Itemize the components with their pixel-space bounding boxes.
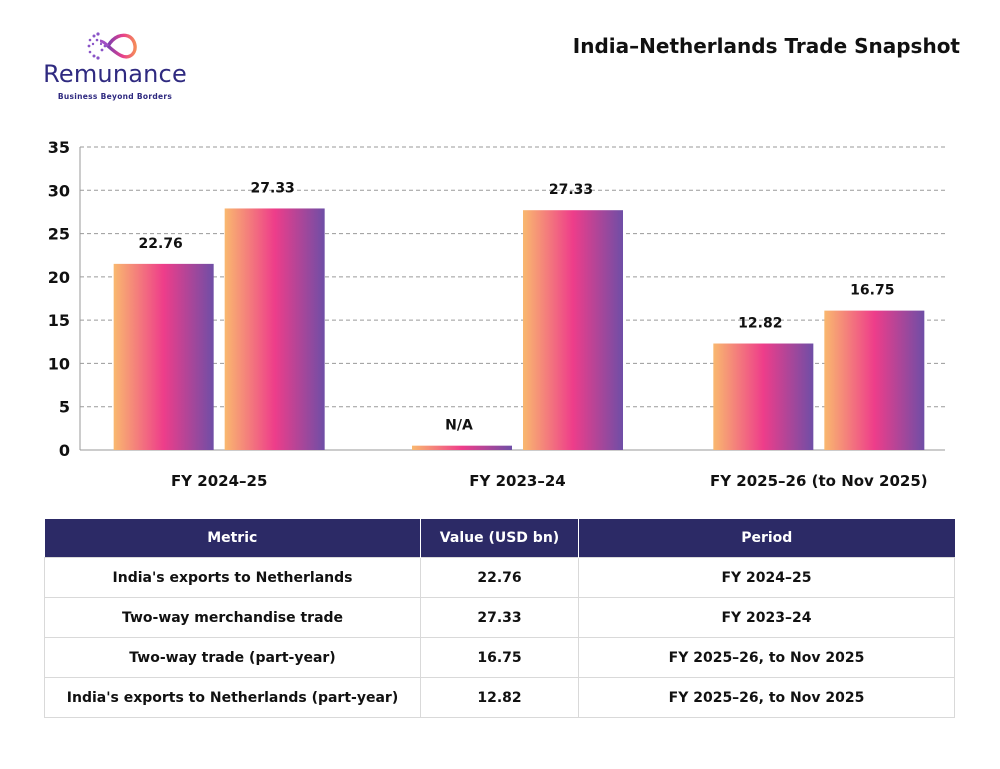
x-category-label: FY 2023–24	[469, 472, 565, 490]
table-header-row: Metric Value (USD bn) Period	[44, 519, 955, 558]
table-row: India's exports to Netherlands (part-yea…	[44, 677, 955, 718]
header-metric: Metric	[44, 519, 421, 558]
cell-metric: Two-way merchandise trade	[44, 597, 421, 638]
x-category-label: FY 2024–25	[171, 472, 267, 490]
brand-name: Remunance	[43, 60, 187, 88]
cell-value: 27.33	[420, 597, 579, 638]
cell-period: FY 2025–26, to Nov 2025	[578, 677, 955, 718]
cell-value: 16.75	[420, 637, 579, 678]
data-label: 27.33	[549, 182, 593, 198]
bar	[412, 445, 512, 450]
x-category-label: FY 2025–26 (to Nov 2025)	[710, 472, 928, 490]
brand-tagline: Business Beyond Borders	[57, 92, 173, 101]
infinity-dots-icon	[87, 32, 137, 60]
cell-metric: India's exports to Netherlands (part-yea…	[44, 677, 421, 718]
bar	[523, 210, 623, 450]
table-row: India's exports to Netherlands 22.76 FY …	[44, 557, 955, 598]
brand-logo: Remunance Business Beyond Borders	[40, 30, 190, 106]
header-value: Value (USD bn)	[420, 519, 579, 558]
cell-metric: India's exports to Netherlands	[44, 557, 421, 598]
data-label: 27.33	[251, 180, 295, 196]
data-label: 22.76	[139, 236, 183, 252]
bar	[224, 208, 325, 450]
data-label: 16.75	[850, 283, 894, 299]
y-tick-label: 15	[48, 311, 70, 330]
table-row: Two-way trade (part-year) 16.75 FY 2025–…	[44, 637, 955, 678]
y-tick-label: 5	[59, 398, 70, 417]
y-tick-label: 0	[59, 441, 70, 460]
data-label: 12.82	[738, 316, 782, 332]
cell-value: 22.76	[420, 557, 579, 598]
cell-period: FY 2025–26, to Nov 2025	[578, 637, 955, 678]
y-tick-label: 25	[48, 225, 70, 244]
cell-value: 12.82	[420, 677, 579, 718]
bar	[824, 310, 925, 450]
page-title: India–Netherlands Trade Snapshot	[572, 34, 960, 58]
trade-table: Metric Value (USD bn) Period India's exp…	[44, 519, 955, 718]
cell-period: FY 2024–25	[578, 557, 955, 598]
y-tick-label: 20	[48, 268, 70, 287]
bar	[113, 263, 214, 450]
bar	[713, 343, 814, 450]
y-tick-label: 30	[48, 181, 70, 200]
header-period: Period	[578, 519, 955, 558]
data-label: N/A	[445, 418, 473, 434]
y-tick-label: 10	[48, 354, 70, 373]
cell-metric: Two-way trade (part-year)	[44, 637, 421, 678]
y-tick-label: 35	[48, 138, 70, 157]
cell-period: FY 2023–24	[578, 597, 955, 638]
table-row: Two-way merchandise trade 27.33 FY 2023–…	[44, 597, 955, 638]
bar-chart: 0 5 10 15 20 25 30 35 22.76 27.33 FY 2024–25 N/A 27.…	[48, 138, 945, 490]
